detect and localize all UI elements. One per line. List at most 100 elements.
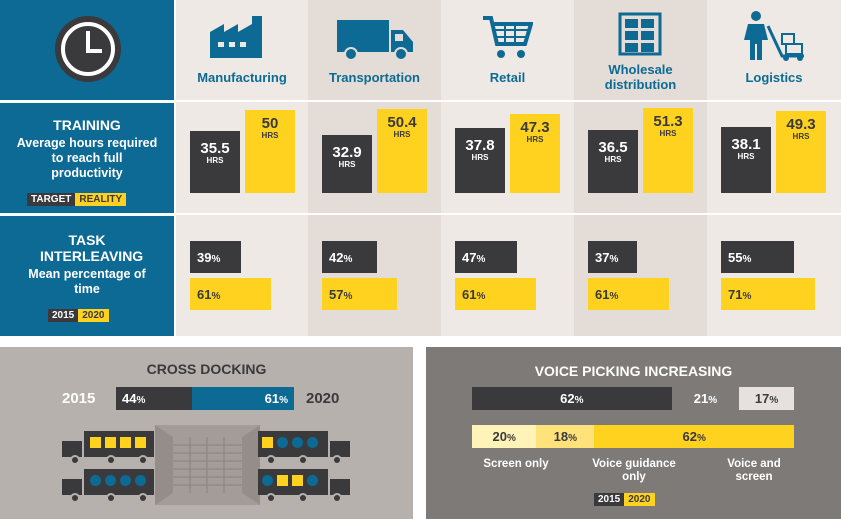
clock-panel <box>0 0 174 100</box>
interleave-2015-bar: 42% <box>322 241 378 273</box>
interleave-2020-bar: 57% <box>322 278 398 310</box>
truck-wheel <box>70 493 80 503</box>
cargo-box <box>105 437 116 448</box>
hrs-unit: HRS <box>393 130 411 140</box>
cross-docking-label-2015: 2015 <box>62 390 96 407</box>
hrs-unit: HRS <box>526 134 544 144</box>
factory-icon <box>210 16 262 58</box>
truck-wheel <box>332 493 342 503</box>
voice-bar-segment: 20% <box>472 425 537 448</box>
interleave-2015-bar: 39% <box>190 241 242 273</box>
training-reality-bar: 50 HRS <box>245 109 295 193</box>
interleave-2015-bar: 55% <box>721 241 794 273</box>
truck-wheel <box>138 455 148 465</box>
cross-docking-title: CROSS DOCKING <box>146 361 267 377</box>
interleave-2020-bar: 61% <box>588 278 669 310</box>
training-target-value: 37.8 <box>465 136 495 154</box>
truck-illustration <box>62 431 154 467</box>
training-legend: TARGET REALITY <box>27 189 127 207</box>
voice-legend: 2015 2020 <box>594 489 655 507</box>
interleave-2015-bar: 47% <box>455 241 518 273</box>
training-target-value: 35.5 <box>200 139 230 157</box>
training-reality-value: 47.3 <box>520 118 550 136</box>
truck-cab <box>62 441 82 457</box>
hrs-unit: HRS <box>659 128 677 138</box>
cargo-box <box>120 437 131 448</box>
training-reality-value: 51.3 <box>653 112 683 130</box>
cargo-item <box>292 437 303 448</box>
cargo-item <box>277 437 288 448</box>
interleave-2020-bar: 61% <box>455 278 536 310</box>
industry-label: Retail <box>489 70 526 85</box>
cargo-item <box>135 475 146 486</box>
truck-wheel <box>70 455 80 465</box>
legend-2015: 2015 <box>594 493 625 506</box>
interleave-value: 47% <box>462 250 486 265</box>
cargo-item <box>105 475 116 486</box>
divider <box>176 213 841 215</box>
voice-bar-segment: 21% <box>671 387 740 410</box>
cargo-box <box>135 437 146 448</box>
voice-bar-segment: 62% <box>472 387 672 410</box>
hrs-unit: HRS <box>737 152 755 162</box>
training-reality-bar: 50.4 HRS <box>377 109 427 193</box>
interleaving-label-panel: TASK INTERLEAVING Mean percentage of tim… <box>0 216 174 336</box>
cross-docking-value-2020: 61 <box>264 391 280 406</box>
category-voice-and-screen: Voice and screen <box>727 458 781 483</box>
cross-docking-bar-2020: 61% <box>192 387 294 410</box>
legend-2020: 2020 <box>78 309 109 322</box>
interleaving-title: TASK INTERLEAVING <box>40 232 144 264</box>
training-label-panel: TRAINING Average hours required to reach… <box>0 103 174 213</box>
hrs-unit: HRS <box>206 155 224 165</box>
truck-icon <box>337 20 413 60</box>
cargo-item <box>307 475 318 486</box>
shelf-boxes-icon <box>618 12 662 56</box>
worker-hand-truck-icon <box>744 11 804 61</box>
training-reality-bar: 47.3 HRS <box>510 113 560 193</box>
interleave-value: 61% <box>462 287 486 302</box>
cargo-box <box>292 475 303 486</box>
training-reality-value: 50 <box>261 114 279 132</box>
shopping-cart-icon <box>483 16 533 58</box>
voice-picking-title: VOICE PICKING INCREASING <box>534 363 733 379</box>
training-target-bar: 32.9 HRS <box>322 134 372 193</box>
voice-bar-segment: 18% <box>536 425 595 448</box>
interleave-value: 42% <box>329 250 353 265</box>
legend-2020: 2020 <box>624 493 655 506</box>
training-target-value: 32.9 <box>332 143 362 161</box>
cargo-item <box>307 437 318 448</box>
truck-wheel <box>106 455 116 465</box>
hrs-unit: HRS <box>338 159 356 169</box>
hrs-unit: HRS <box>792 131 810 141</box>
training-target-value: 36.5 <box>598 138 628 156</box>
industry-label: Transportation <box>328 70 420 85</box>
training-subtitle: Average hours required to reach full pro… <box>16 136 158 180</box>
divider <box>176 100 841 102</box>
interleaving-legend: 2015 2020 <box>48 305 109 323</box>
training-title: TRAINING <box>53 117 121 133</box>
truck-illustration <box>258 469 350 505</box>
interleave-value: 61% <box>197 287 221 302</box>
interleave-2015-bar: 37% <box>588 241 637 273</box>
truck-wheel <box>266 455 276 465</box>
cargo-box <box>90 437 101 448</box>
hrs-unit: HRS <box>471 152 489 162</box>
truck-cab <box>330 441 350 457</box>
truck-illustration <box>62 469 154 505</box>
truck-cab <box>62 479 82 495</box>
category-voice-guidance-only: Voice guidance only <box>592 458 676 483</box>
training-reality-value: 50.4 <box>387 114 417 132</box>
interleave-value: 39% <box>197 250 221 265</box>
truck-wheel <box>298 455 308 465</box>
cargo-item <box>262 475 273 486</box>
cross-docking-label-2020: 2020 <box>306 390 340 407</box>
training-target-bar: 35.5 HRS <box>190 130 240 193</box>
interleave-2020-bar: 61% <box>190 278 271 310</box>
interleave-value: 37% <box>595 250 619 265</box>
voice-picking-panel: VOICE PICKING INCREASING 62% 21% 17% 20% 18%… <box>426 347 841 519</box>
truck-wheel <box>332 455 342 465</box>
truck-wheel <box>266 493 276 503</box>
cross-docking-panel: CROSS DOCKING 2015 2020 44% 61% <box>0 347 413 519</box>
dock-doors-illustration <box>155 425 260 505</box>
voice-bar-segment: 17% <box>739 387 794 410</box>
